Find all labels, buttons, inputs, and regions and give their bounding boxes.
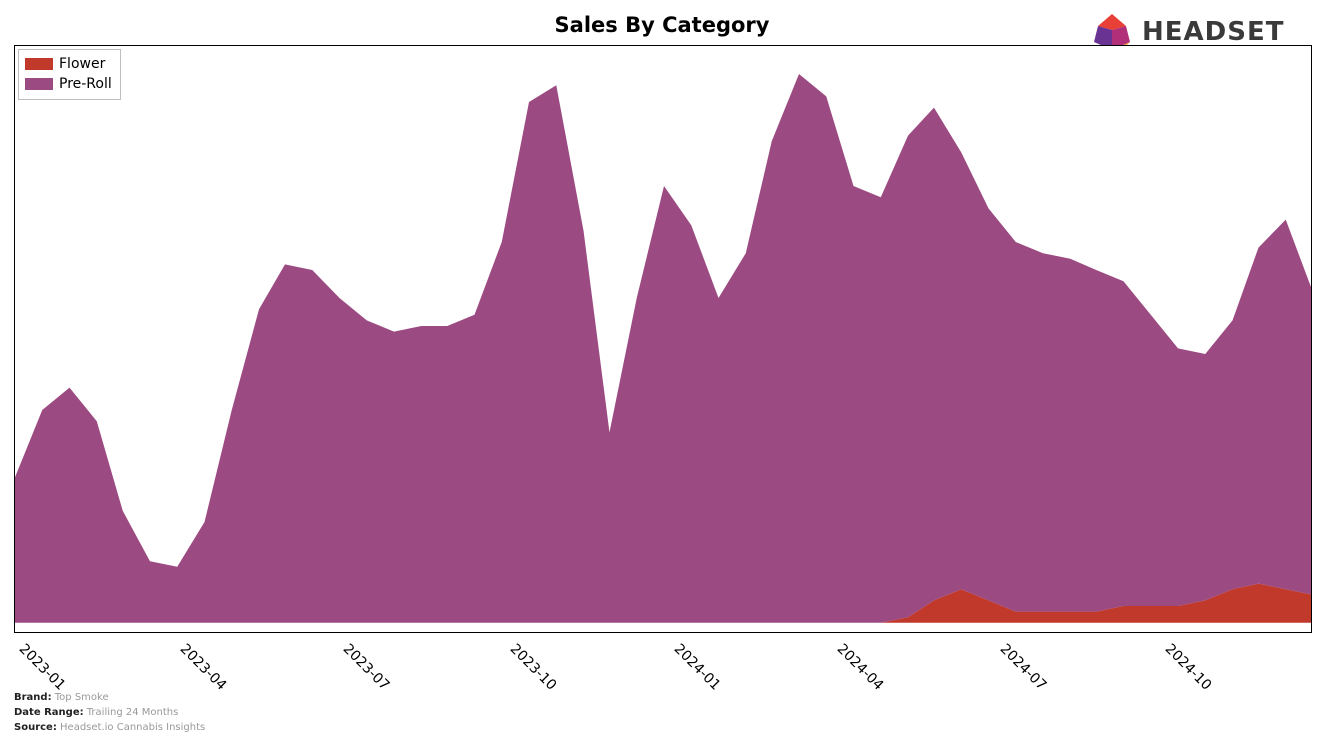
meta-value: Top Smoke	[55, 692, 109, 703]
x-tick-label: 2023-07	[340, 641, 393, 694]
brand-logo-text: HEADSET	[1142, 17, 1284, 47]
legend-label: Flower	[59, 54, 105, 74]
legend-item-flower: Flower	[25, 54, 112, 74]
legend-swatch	[25, 58, 53, 70]
x-tick-label: 2023-10	[506, 641, 559, 694]
meta-row: Brand: Top Smoke	[14, 690, 205, 705]
meta-key: Brand:	[14, 692, 52, 703]
meta-row: Date Range: Trailing 24 Months	[14, 705, 205, 720]
legend-swatch	[25, 78, 53, 90]
metadata-block: Brand: Top SmokeDate Range: Trailing 24 …	[14, 690, 205, 735]
legend: FlowerPre-Roll	[18, 49, 121, 100]
plot-area: FlowerPre-Roll	[14, 45, 1312, 633]
meta-key: Source:	[14, 722, 57, 733]
legend-label: Pre-Roll	[59, 74, 112, 94]
x-tick-label: 2024-01	[671, 641, 724, 694]
x-tick-label: 2024-10	[1162, 641, 1215, 694]
x-tick-label: 2023-01	[16, 641, 69, 694]
x-tick-label: 2024-04	[833, 641, 886, 694]
x-tick-label: 2024-07	[997, 641, 1050, 694]
x-tick-label: 2023-04	[177, 641, 230, 694]
meta-value: Headset.io Cannabis Insights	[60, 722, 205, 733]
meta-row: Source: Headset.io Cannabis Insights	[14, 720, 205, 735]
meta-key: Date Range:	[14, 707, 84, 718]
legend-item-pre-roll: Pre-Roll	[25, 74, 112, 94]
area-series-svg	[15, 46, 1312, 633]
series-pre-roll	[15, 74, 1312, 623]
meta-value: Trailing 24 Months	[87, 707, 179, 718]
